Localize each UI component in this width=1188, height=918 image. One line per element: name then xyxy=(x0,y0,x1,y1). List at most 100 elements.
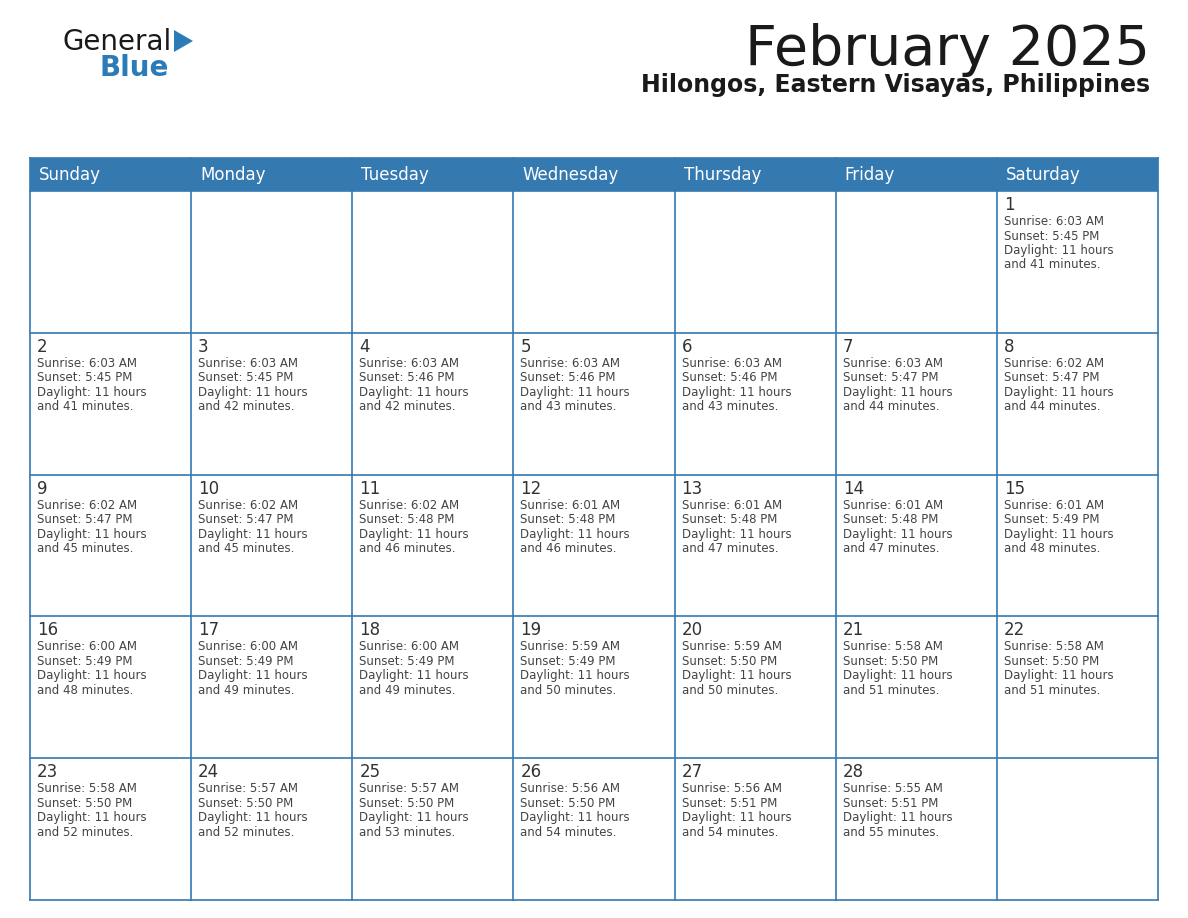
Bar xyxy=(353,475,513,616)
Text: 11: 11 xyxy=(359,479,380,498)
Text: General: General xyxy=(62,28,171,56)
Text: Monday: Monday xyxy=(200,165,266,184)
Bar xyxy=(997,758,1158,900)
Text: and 54 minutes.: and 54 minutes. xyxy=(682,825,778,839)
Text: Sunrise: 6:00 AM: Sunrise: 6:00 AM xyxy=(198,641,298,654)
Text: Daylight: 11 hours: Daylight: 11 hours xyxy=(520,528,630,541)
Bar xyxy=(353,616,513,758)
Text: Sunset: 5:50 PM: Sunset: 5:50 PM xyxy=(198,797,293,810)
Text: 1: 1 xyxy=(1004,196,1015,214)
Text: Daylight: 11 hours: Daylight: 11 hours xyxy=(359,386,469,398)
Text: Daylight: 11 hours: Daylight: 11 hours xyxy=(37,528,146,541)
Text: Sunrise: 5:57 AM: Sunrise: 5:57 AM xyxy=(359,782,460,795)
Bar xyxy=(675,758,835,900)
Text: Daylight: 11 hours: Daylight: 11 hours xyxy=(1004,244,1113,257)
Bar xyxy=(675,333,835,475)
Bar xyxy=(30,333,191,475)
Text: Sunset: 5:47 PM: Sunset: 5:47 PM xyxy=(198,513,293,526)
Text: and 49 minutes.: and 49 minutes. xyxy=(359,684,456,697)
Text: Sunset: 5:51 PM: Sunset: 5:51 PM xyxy=(842,797,939,810)
Text: Daylight: 11 hours: Daylight: 11 hours xyxy=(198,386,308,398)
Text: Sunset: 5:49 PM: Sunset: 5:49 PM xyxy=(1004,513,1099,526)
Text: Thursday: Thursday xyxy=(683,165,762,184)
Text: Sunrise: 5:56 AM: Sunrise: 5:56 AM xyxy=(682,782,782,795)
Text: 26: 26 xyxy=(520,763,542,781)
Text: Sunset: 5:46 PM: Sunset: 5:46 PM xyxy=(520,371,615,385)
Text: Sunrise: 6:03 AM: Sunrise: 6:03 AM xyxy=(682,357,782,370)
Bar xyxy=(191,758,353,900)
Text: 20: 20 xyxy=(682,621,702,640)
Text: Sunrise: 5:58 AM: Sunrise: 5:58 AM xyxy=(842,641,942,654)
Text: Blue: Blue xyxy=(100,54,170,82)
Text: 17: 17 xyxy=(198,621,220,640)
Text: and 49 minutes.: and 49 minutes. xyxy=(198,684,295,697)
Text: Sunrise: 5:57 AM: Sunrise: 5:57 AM xyxy=(198,782,298,795)
Text: Sunrise: 6:01 AM: Sunrise: 6:01 AM xyxy=(682,498,782,511)
Text: and 42 minutes.: and 42 minutes. xyxy=(198,400,295,413)
Text: Sunset: 5:51 PM: Sunset: 5:51 PM xyxy=(682,797,777,810)
Text: Sunrise: 5:58 AM: Sunrise: 5:58 AM xyxy=(1004,641,1104,654)
Text: and 45 minutes.: and 45 minutes. xyxy=(37,543,133,555)
Bar xyxy=(30,191,191,333)
Text: Daylight: 11 hours: Daylight: 11 hours xyxy=(682,528,791,541)
Text: Sunrise: 5:59 AM: Sunrise: 5:59 AM xyxy=(520,641,620,654)
Text: and 50 minutes.: and 50 minutes. xyxy=(682,684,778,697)
Text: Daylight: 11 hours: Daylight: 11 hours xyxy=(682,812,791,824)
Text: Sunrise: 5:59 AM: Sunrise: 5:59 AM xyxy=(682,641,782,654)
Text: 2: 2 xyxy=(37,338,48,356)
Text: 12: 12 xyxy=(520,479,542,498)
Bar xyxy=(513,475,675,616)
Bar xyxy=(30,616,191,758)
Text: Sunset: 5:50 PM: Sunset: 5:50 PM xyxy=(37,797,132,810)
Text: and 47 minutes.: and 47 minutes. xyxy=(682,543,778,555)
Text: Daylight: 11 hours: Daylight: 11 hours xyxy=(198,528,308,541)
Bar xyxy=(191,475,353,616)
Text: Sunrise: 6:03 AM: Sunrise: 6:03 AM xyxy=(198,357,298,370)
Text: Sunset: 5:50 PM: Sunset: 5:50 PM xyxy=(682,655,777,668)
Text: 21: 21 xyxy=(842,621,864,640)
Text: Daylight: 11 hours: Daylight: 11 hours xyxy=(520,812,630,824)
Text: Sunday: Sunday xyxy=(39,165,101,184)
Text: 18: 18 xyxy=(359,621,380,640)
Text: and 55 minutes.: and 55 minutes. xyxy=(842,825,939,839)
Bar xyxy=(835,333,997,475)
Text: and 44 minutes.: and 44 minutes. xyxy=(842,400,940,413)
Text: Friday: Friday xyxy=(845,165,895,184)
Bar xyxy=(513,158,675,191)
Text: Daylight: 11 hours: Daylight: 11 hours xyxy=(682,386,791,398)
Text: Daylight: 11 hours: Daylight: 11 hours xyxy=(359,669,469,682)
Text: Sunrise: 6:03 AM: Sunrise: 6:03 AM xyxy=(359,357,460,370)
Text: Sunset: 5:48 PM: Sunset: 5:48 PM xyxy=(359,513,455,526)
Text: Daylight: 11 hours: Daylight: 11 hours xyxy=(842,669,953,682)
Text: 16: 16 xyxy=(37,621,58,640)
Text: 10: 10 xyxy=(198,479,220,498)
Text: and 46 minutes.: and 46 minutes. xyxy=(359,543,456,555)
Text: 4: 4 xyxy=(359,338,369,356)
Text: 13: 13 xyxy=(682,479,703,498)
Text: Sunset: 5:50 PM: Sunset: 5:50 PM xyxy=(842,655,939,668)
Text: Sunrise: 6:00 AM: Sunrise: 6:00 AM xyxy=(37,641,137,654)
Text: Daylight: 11 hours: Daylight: 11 hours xyxy=(37,669,146,682)
Text: Daylight: 11 hours: Daylight: 11 hours xyxy=(842,386,953,398)
Bar xyxy=(997,158,1158,191)
Text: and 42 minutes.: and 42 minutes. xyxy=(359,400,456,413)
Bar xyxy=(513,616,675,758)
Text: Sunset: 5:47 PM: Sunset: 5:47 PM xyxy=(37,513,133,526)
Text: 14: 14 xyxy=(842,479,864,498)
Text: 22: 22 xyxy=(1004,621,1025,640)
Bar xyxy=(353,333,513,475)
Text: 27: 27 xyxy=(682,763,702,781)
Text: Sunset: 5:49 PM: Sunset: 5:49 PM xyxy=(37,655,133,668)
Text: Sunrise: 6:02 AM: Sunrise: 6:02 AM xyxy=(37,498,137,511)
Text: Daylight: 11 hours: Daylight: 11 hours xyxy=(682,669,791,682)
Text: 25: 25 xyxy=(359,763,380,781)
Text: Daylight: 11 hours: Daylight: 11 hours xyxy=(37,386,146,398)
Bar xyxy=(30,475,191,616)
Text: and 45 minutes.: and 45 minutes. xyxy=(198,543,295,555)
Bar xyxy=(997,475,1158,616)
Text: February 2025: February 2025 xyxy=(745,23,1150,77)
Polygon shape xyxy=(173,30,192,52)
Text: Sunset: 5:46 PM: Sunset: 5:46 PM xyxy=(359,371,455,385)
Text: and 41 minutes.: and 41 minutes. xyxy=(37,400,133,413)
Text: Sunset: 5:48 PM: Sunset: 5:48 PM xyxy=(842,513,939,526)
